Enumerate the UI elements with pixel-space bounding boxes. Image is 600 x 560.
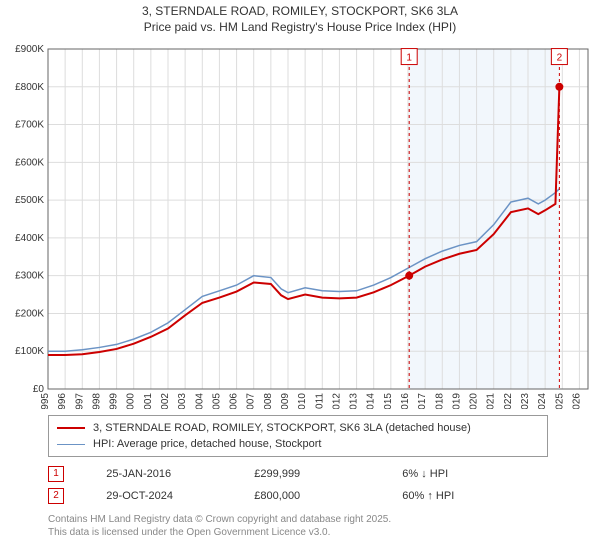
marker-price: £299,999	[254, 463, 402, 485]
svg-text:2006: 2006	[229, 393, 240, 409]
title-line-2: Price paid vs. HM Land Registry's House …	[144, 20, 456, 34]
svg-text:2019: 2019	[451, 393, 462, 409]
svg-text:2005: 2005	[211, 393, 222, 409]
svg-text:2024: 2024	[537, 393, 548, 409]
marker-date: 29-OCT-2024	[106, 485, 254, 507]
svg-text:2009: 2009	[280, 393, 291, 409]
svg-text:2002: 2002	[160, 393, 171, 409]
svg-text:2014: 2014	[366, 393, 377, 409]
legend: 3, STERNDALE ROAD, ROMILEY, STOCKPORT, S…	[48, 415, 548, 457]
svg-text:£300K: £300K	[15, 271, 44, 282]
svg-text:2021: 2021	[486, 393, 497, 409]
svg-text:1: 1	[406, 53, 412, 64]
legend-item: 3, STERNDALE ROAD, ROMILEY, STOCKPORT, S…	[57, 420, 539, 436]
svg-text:2016: 2016	[400, 393, 411, 409]
svg-text:2025: 2025	[554, 393, 565, 409]
svg-text:1999: 1999	[109, 393, 120, 409]
svg-text:£400K: £400K	[15, 233, 44, 244]
svg-text:2010: 2010	[297, 393, 308, 409]
plot-area: £0£100K£200K£300K£400K£500K£600K£700K£80…	[8, 39, 592, 409]
svg-text:2018: 2018	[434, 393, 445, 409]
svg-text:£100K: £100K	[15, 346, 44, 357]
svg-text:2008: 2008	[263, 393, 274, 409]
chart-title: 3, STERNDALE ROAD, ROMILEY, STOCKPORT, S…	[8, 4, 592, 35]
marker-row: 1 25-JAN-2016£299,9996% ↓ HPI	[48, 463, 548, 485]
marker-price: £800,000	[254, 485, 402, 507]
attribution-footer: Contains HM Land Registry data © Crown c…	[48, 513, 592, 539]
svg-text:1995: 1995	[40, 393, 51, 409]
marker-badge: 1	[48, 466, 64, 482]
svg-text:£800K: £800K	[15, 82, 44, 93]
svg-text:2011: 2011	[314, 393, 325, 409]
svg-text:1997: 1997	[74, 393, 85, 409]
svg-text:1998: 1998	[91, 393, 102, 409]
svg-text:2022: 2022	[503, 393, 514, 409]
svg-text:2026: 2026	[571, 393, 582, 409]
svg-text:2017: 2017	[417, 393, 428, 409]
marker-badge: 2	[48, 488, 64, 504]
legend-label: 3, STERNDALE ROAD, ROMILEY, STOCKPORT, S…	[93, 422, 471, 434]
svg-text:£900K: £900K	[15, 44, 44, 55]
title-line-1: 3, STERNDALE ROAD, ROMILEY, STOCKPORT, S…	[142, 4, 458, 18]
svg-text:£500K: £500K	[15, 195, 44, 206]
marker-date: 25-JAN-2016	[106, 463, 254, 485]
svg-text:2: 2	[557, 53, 563, 64]
marker-row: 2 29-OCT-2024£800,00060% ↑ HPI	[48, 485, 548, 507]
svg-text:£700K: £700K	[15, 120, 44, 131]
legend-label: HPI: Average price, detached house, Stoc…	[93, 438, 322, 450]
line-chart-svg: £0£100K£200K£300K£400K£500K£600K£700K£80…	[8, 39, 592, 409]
svg-text:2004: 2004	[194, 393, 205, 409]
svg-text:2023: 2023	[520, 393, 531, 409]
svg-text:2020: 2020	[469, 393, 480, 409]
footer-line-1: Contains HM Land Registry data © Crown c…	[48, 514, 391, 525]
marker-delta: 60% ↑ HPI	[402, 485, 548, 507]
svg-text:2003: 2003	[177, 393, 188, 409]
svg-text:2013: 2013	[349, 393, 360, 409]
legend-swatch	[57, 444, 85, 445]
svg-text:2001: 2001	[143, 393, 154, 409]
marker-delta: 6% ↓ HPI	[402, 463, 548, 485]
svg-text:2000: 2000	[126, 393, 137, 409]
svg-text:1996: 1996	[57, 393, 68, 409]
svg-text:2015: 2015	[383, 393, 394, 409]
svg-text:£200K: £200K	[15, 309, 44, 320]
svg-text:2007: 2007	[246, 393, 257, 409]
legend-item: HPI: Average price, detached house, Stoc…	[57, 436, 539, 452]
footer-line-2: This data is licensed under the Open Gov…	[48, 527, 330, 538]
chart-container: 3, STERNDALE ROAD, ROMILEY, STOCKPORT, S…	[0, 0, 600, 539]
legend-swatch	[57, 427, 85, 429]
svg-text:2012: 2012	[331, 393, 342, 409]
marker-table: 1 25-JAN-2016£299,9996% ↓ HPI 2 29-OCT-2024…	[48, 463, 548, 507]
svg-text:£600K: £600K	[15, 158, 44, 169]
